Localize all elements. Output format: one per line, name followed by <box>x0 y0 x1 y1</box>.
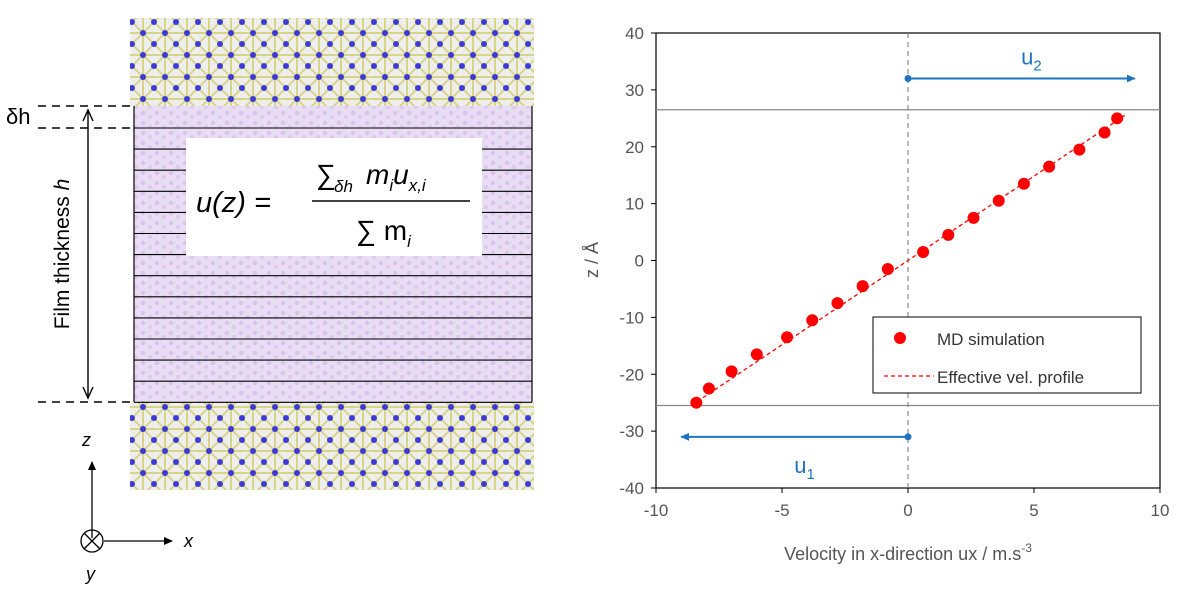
y-axis-title: z / Å <box>582 242 602 278</box>
legend-label-profile: Effective vel. profile <box>937 368 1084 387</box>
y-axis-label: y <box>84 564 96 584</box>
x-tick-label: 5 <box>1029 501 1038 520</box>
formula-numerator: miux,i <box>366 159 427 195</box>
velocity-annotations: u2 u1 <box>680 45 1136 483</box>
md-data-point <box>831 297 844 310</box>
md-data-point <box>1017 177 1030 190</box>
delta-h-label: δh <box>6 104 30 129</box>
y-tick-label: 10 <box>625 195 644 214</box>
md-data-point <box>881 263 894 276</box>
md-data-point <box>702 382 715 395</box>
md-data-point <box>781 331 794 344</box>
formula-box <box>186 138 482 256</box>
z-axis-label: z <box>81 430 91 450</box>
y-into-page-icon <box>80 529 104 553</box>
x-tick-label: 10 <box>1151 501 1170 520</box>
x-tick-label: -5 <box>774 501 789 520</box>
formula-denominator: ∑ mi <box>356 215 412 251</box>
x-tick-label: 0 <box>903 501 912 520</box>
velocity-label-u2: u2 <box>1021 45 1042 75</box>
md-data-point <box>690 396 703 409</box>
md-data-point <box>967 211 980 224</box>
legend: MD simulation Effective vel. profile <box>872 316 1142 394</box>
md-data-point <box>992 194 1005 207</box>
top-wall <box>130 18 534 106</box>
md-data-point <box>806 314 819 327</box>
md-data-point <box>917 245 930 258</box>
md-data-point <box>1073 143 1086 156</box>
svg-text:∑: ∑ <box>316 159 336 190</box>
coordinate-axes: z x y <box>80 430 194 584</box>
y-tick-label: -10 <box>619 308 644 327</box>
legend-label-md: MD simulation <box>937 330 1045 349</box>
y-tick-label: -30 <box>619 422 644 441</box>
y-tick-label: 0 <box>635 252 644 271</box>
y-tick-label: -40 <box>619 479 644 498</box>
x-axis-label: x <box>183 531 194 551</box>
film-thickness-label: Film thickness h <box>51 179 74 330</box>
arrowhead-up-icon <box>82 108 94 122</box>
md-data-point <box>750 348 763 361</box>
md-data-point <box>1111 112 1124 125</box>
axis-ticks: -10 -5 0 5 10 -40 -30 -20 -10 0 10 20 30 40 <box>619 24 1169 520</box>
velocity-profile-chart: -10 -5 0 5 10 -40 -30 -20 -10 0 10 20 30 40 u2 u1 z / … <box>582 24 1169 564</box>
svg-text:δh: δh <box>334 177 353 196</box>
md-data-point <box>1043 160 1056 173</box>
y-tick-label: 20 <box>625 138 644 157</box>
y-tick-label: 40 <box>625 24 644 43</box>
bottom-wall <box>130 402 534 490</box>
arrowhead-down-icon <box>82 386 94 400</box>
y-tick-label: 30 <box>625 81 644 100</box>
velocity-label-u1: u1 <box>794 453 815 483</box>
md-data-point <box>856 280 869 293</box>
x-axis-title: Velocity in x-direction ux / m.s-3 <box>784 541 1032 564</box>
velocity-arrow-origin <box>904 75 912 82</box>
md-data-point <box>725 365 738 378</box>
legend-marker-md <box>894 332 906 344</box>
legend-box <box>872 316 1142 394</box>
y-tick-label: -20 <box>619 365 644 384</box>
x-tick-label: -10 <box>644 501 669 520</box>
velocity-arrow-origin <box>904 433 912 441</box>
md-data-point <box>1098 126 1111 139</box>
md-data-point <box>942 228 955 241</box>
data-series <box>690 112 1126 409</box>
md-schematic: δh Film thickness h u(z) = ∑ δh miux,i ∑… <box>6 18 534 584</box>
svg-text:u(z) =: u(z) = <box>196 187 271 219</box>
velocity-formula: u(z) = ∑ δh miux,i ∑ mi <box>196 159 470 251</box>
